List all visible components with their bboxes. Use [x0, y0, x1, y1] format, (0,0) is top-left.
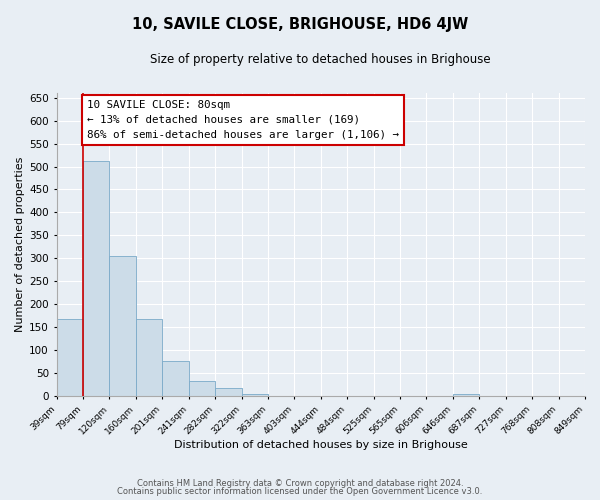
Text: Contains HM Land Registry data © Crown copyright and database right 2024.: Contains HM Land Registry data © Crown c…: [137, 478, 463, 488]
Bar: [109, 256, 136, 396]
Bar: [162, 361, 188, 396]
Text: 10 SAVILE CLOSE: 80sqm
← 13% of detached houses are smaller (169)
86% of semi-de: 10 SAVILE CLOSE: 80sqm ← 13% of detached…: [87, 100, 399, 140]
Title: Size of property relative to detached houses in Brighouse: Size of property relative to detached ho…: [151, 52, 491, 66]
Bar: [188, 382, 215, 396]
Bar: [242, 394, 268, 396]
Y-axis label: Number of detached properties: Number of detached properties: [15, 157, 25, 332]
Bar: [215, 388, 242, 396]
Bar: [136, 318, 162, 396]
X-axis label: Distribution of detached houses by size in Brighouse: Distribution of detached houses by size …: [174, 440, 467, 450]
Text: Contains public sector information licensed under the Open Government Licence v3: Contains public sector information licen…: [118, 487, 482, 496]
Text: 10, SAVILE CLOSE, BRIGHOUSE, HD6 4JW: 10, SAVILE CLOSE, BRIGHOUSE, HD6 4JW: [132, 18, 468, 32]
Bar: [453, 394, 479, 396]
Bar: [83, 160, 109, 396]
Bar: [56, 318, 83, 396]
